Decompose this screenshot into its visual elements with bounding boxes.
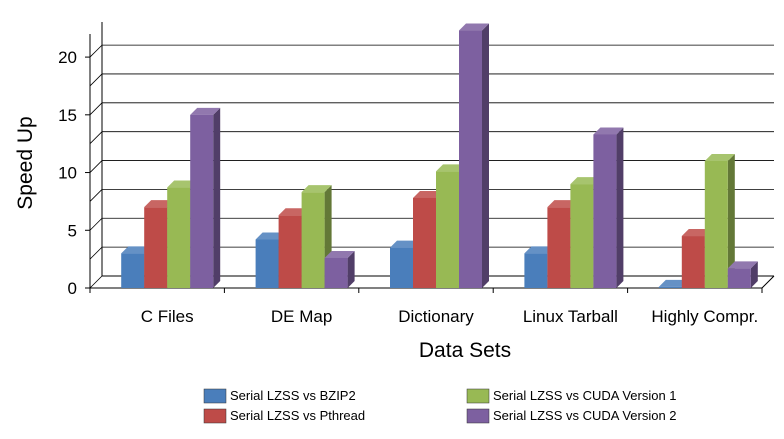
legend-item: Serial LZSS vs CUDA Version 1 <box>466 388 677 404</box>
legend-label: Serial LZSS vs CUDA Version 1 <box>493 388 677 403</box>
legend-item: Serial LZSS vs Pthread <box>203 408 365 424</box>
legend-label: Serial LZSS vs CUDA Version 2 <box>493 408 677 423</box>
legend-swatch <box>466 408 490 424</box>
y-tick-label: 0 <box>68 279 77 298</box>
legend: Serial LZSS vs BZIP2 Serial LZSS vs Pthre… <box>203 388 677 424</box>
x-tick-label: Linux Tarball <box>523 307 618 326</box>
gridlines <box>89 44 774 289</box>
y-axis-ticks: 0 5 10 15 20 <box>58 48 90 298</box>
bar <box>324 250 355 288</box>
legend-label: Serial LZSS vs Pthread <box>230 408 365 423</box>
bar <box>704 154 735 288</box>
bar <box>190 107 221 289</box>
gridline <box>89 44 774 58</box>
bar <box>593 127 624 288</box>
legend-item: Serial LZSS vs CUDA Version 2 <box>466 408 677 424</box>
y-tick-label: 20 <box>58 48 77 67</box>
bars <box>121 23 758 289</box>
legend-swatch <box>203 408 227 424</box>
x-axis-title: Data Sets <box>419 339 511 362</box>
y-axis-title: Speed Up <box>14 116 37 209</box>
gridline <box>89 73 774 87</box>
x-tick-label: Highly Compr. <box>651 307 758 326</box>
y-tick-label: 5 <box>68 221 77 240</box>
gridline <box>89 189 774 202</box>
legend-swatch <box>466 388 490 404</box>
legend-item: Serial LZSS vs BZIP2 <box>203 388 356 404</box>
gridline <box>89 102 774 116</box>
y-tick-label: 10 <box>58 164 77 183</box>
y-tick-label: 15 <box>58 106 77 125</box>
x-tick-label: Dictionary <box>398 307 474 326</box>
x-tick-label: C Files <box>141 307 194 326</box>
legend-label: Serial LZSS vs BZIP2 <box>230 388 356 403</box>
bar <box>459 23 489 288</box>
x-axis-ticks: C Files DE Map Dictionary Linux Tarball High… <box>89 288 763 326</box>
gridline <box>89 131 774 144</box>
gridline <box>89 160 774 173</box>
bar <box>727 261 758 288</box>
x-tick-label: DE Map <box>271 307 332 326</box>
legend-swatch <box>203 388 227 404</box>
